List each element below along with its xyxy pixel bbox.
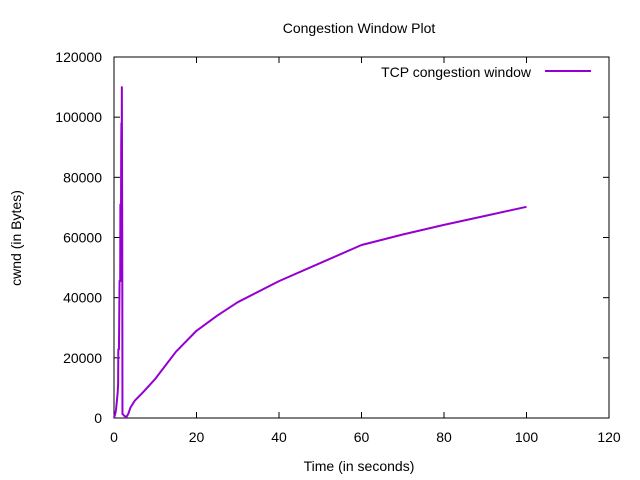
x-tick-label: 40 <box>271 429 287 445</box>
legend: TCP congestion window <box>381 64 591 80</box>
legend-label: TCP congestion window <box>381 64 532 80</box>
axis-ticks <box>113 56 610 419</box>
y-tick-label: 100000 <box>55 109 102 125</box>
x-tick-label: 100 <box>515 429 539 445</box>
y-tick-label: 20000 <box>63 350 102 366</box>
chart-title: Congestion Window Plot <box>283 20 436 36</box>
y-tick-label: 60000 <box>63 230 102 246</box>
y-tick-label: 40000 <box>63 290 102 306</box>
series-layer <box>113 86 527 419</box>
axis-tick-labels: 0 20 40 60 80 100 120 0 20000 40000 60000 80000 1000… <box>55 49 621 445</box>
x-tick-label: 20 <box>189 429 205 445</box>
series-line-tcp-congestion-window <box>113 86 527 419</box>
x-tick-label: 0 <box>110 429 118 445</box>
x-tick-label: 120 <box>597 429 621 445</box>
x-tick-label: 60 <box>354 429 370 445</box>
y-tick-label: 80000 <box>63 169 102 185</box>
y-axis-label: cwnd (in Bytes) <box>8 190 24 286</box>
x-tick-label: 80 <box>436 429 452 445</box>
plot-area-border <box>113 56 610 419</box>
y-tick-label: 0 <box>94 410 102 426</box>
x-axis-label: Time (in seconds) <box>304 458 415 474</box>
y-tick-label: 120000 <box>55 49 102 65</box>
